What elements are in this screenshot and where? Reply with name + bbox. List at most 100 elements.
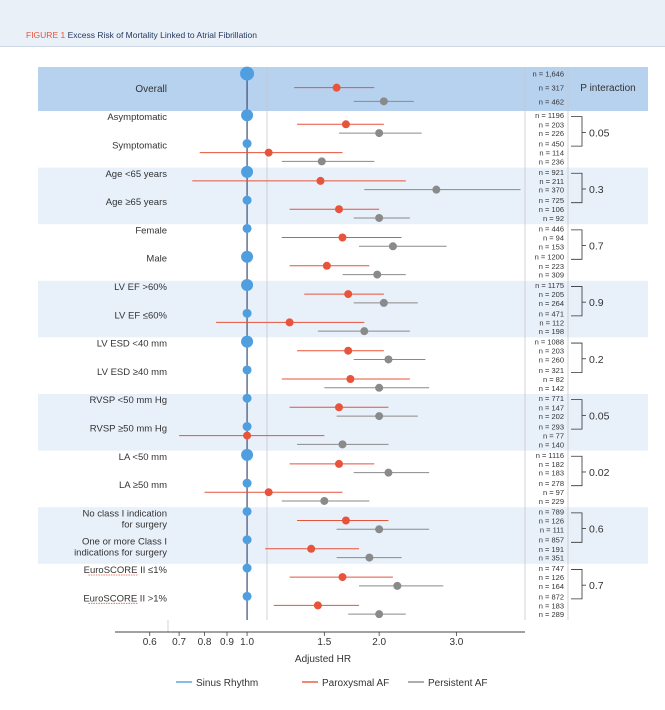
figure-title: FIGURE 1 Excess Risk of Mortality Linked… xyxy=(26,30,257,40)
p-value: 0.9 xyxy=(589,297,604,309)
n-label: n = 226 xyxy=(539,129,564,138)
persistent-point xyxy=(375,129,384,138)
subgroup-label: EuroSCORE II >1% xyxy=(83,593,167,604)
n-label: n = 183 xyxy=(539,601,564,610)
n-label: n = 450 xyxy=(539,140,564,149)
n-label: n = 278 xyxy=(539,479,564,488)
n-label: n = 921 xyxy=(539,168,564,177)
persistent-point xyxy=(375,383,384,392)
n-label: n = 97 xyxy=(543,488,564,497)
paroxysmal-point xyxy=(344,290,353,299)
figure-label: FIGURE 1 xyxy=(26,30,66,40)
n-label: n = 82 xyxy=(543,375,564,384)
paroxysmal-point xyxy=(316,176,325,185)
persistent-point xyxy=(365,553,374,562)
n-label: n = 229 xyxy=(539,497,564,506)
n-label: n = 462 xyxy=(539,97,564,106)
n-label: n = 309 xyxy=(539,271,564,280)
persistent-point xyxy=(379,298,388,307)
sinus-point xyxy=(242,506,252,516)
subgroup-label: Age <65 years xyxy=(105,169,167,180)
persistent-point xyxy=(375,213,384,222)
sinus-point xyxy=(242,591,252,601)
n-label: n = 140 xyxy=(539,440,564,449)
figure-title-text: Excess Risk of Mortality Linked to Atria… xyxy=(67,30,258,40)
subgroup-label: One or more Class I xyxy=(82,537,167,548)
persistent-point xyxy=(432,185,441,194)
sinus-point xyxy=(242,563,252,573)
n-label: n = 126 xyxy=(539,573,564,582)
persistent-point xyxy=(373,270,382,279)
p-value: 0.05 xyxy=(589,410,610,422)
n-label: n = 289 xyxy=(539,610,564,619)
paroxysmal-point xyxy=(264,488,273,497)
subgroup-label: LV ESD <40 mm xyxy=(97,339,167,350)
n-label: n = 789 xyxy=(539,507,564,516)
n-label: n = 370 xyxy=(539,186,564,195)
n-label: n = 857 xyxy=(539,536,564,545)
legend-label: Persistent AF xyxy=(428,678,487,689)
sinus-point xyxy=(242,535,252,545)
subgroup-label: LV EF ≤60% xyxy=(114,310,167,321)
n-label: n = 203 xyxy=(539,120,564,129)
p-bracket xyxy=(571,399,583,430)
n-label: n = 771 xyxy=(539,394,564,403)
sinus-point xyxy=(242,223,252,233)
paroxysmal-point xyxy=(313,601,322,610)
p-bracket xyxy=(571,455,583,487)
paroxysmal-point xyxy=(344,346,353,355)
n-label: n = 153 xyxy=(539,242,564,251)
sinus-point xyxy=(242,393,252,403)
persistent-point xyxy=(393,581,402,590)
sinus-point xyxy=(240,66,255,81)
sinus-point xyxy=(241,279,254,292)
subgroup-label: Overall xyxy=(135,84,167,95)
paroxysmal-point xyxy=(334,205,343,214)
persistent-point xyxy=(375,412,384,421)
p-value: 0.02 xyxy=(589,467,610,479)
n-label: n = 1,646 xyxy=(533,70,565,79)
p-value: 0.7 xyxy=(589,241,604,253)
n-label: n = 317 xyxy=(539,84,564,93)
n-label: n = 1175 xyxy=(535,281,564,290)
group-band xyxy=(38,67,648,111)
persistent-point xyxy=(338,440,347,449)
n-label: n = 1116 xyxy=(536,451,564,460)
subgroup-label: Age ≥65 years xyxy=(106,197,167,208)
p-value: 0.7 xyxy=(589,580,604,592)
paroxysmal-point xyxy=(341,516,350,525)
sinus-point xyxy=(242,478,252,488)
subgroup-label: LA <50 mm xyxy=(119,452,167,463)
n-label: n = 446 xyxy=(539,224,564,233)
sinus-point xyxy=(242,365,252,375)
n-label: n = 106 xyxy=(539,205,564,214)
p-value: 0.05 xyxy=(589,127,610,139)
group-band xyxy=(38,167,648,225)
n-label: n = 205 xyxy=(539,290,564,299)
x-tick-label: 3.0 xyxy=(449,637,463,648)
paroxysmal-point xyxy=(334,403,343,412)
x-tick-label: 0.8 xyxy=(198,637,212,648)
paroxysmal-point xyxy=(243,431,252,440)
n-label: n = 142 xyxy=(539,384,564,393)
n-label: n = 293 xyxy=(539,423,564,432)
n-label: n = 471 xyxy=(539,309,564,318)
p-value: 0.3 xyxy=(589,184,604,196)
n-label: n = 112 xyxy=(539,318,564,327)
n-label: n = 747 xyxy=(539,564,564,573)
x-tick-label: 2.0 xyxy=(372,637,386,648)
persistent-point xyxy=(375,610,384,619)
n-label: n = 351 xyxy=(539,554,564,563)
n-label: n = 1088 xyxy=(535,338,564,347)
p-value: 0.6 xyxy=(589,524,604,536)
subgroup-label: LV EF >60% xyxy=(114,282,167,293)
sinus-point xyxy=(242,195,252,205)
n-label: n = 872 xyxy=(539,592,564,601)
n-label: n = 114 xyxy=(539,149,564,158)
n-label: n = 183 xyxy=(539,469,564,478)
x-tick-label: 0.7 xyxy=(172,637,186,648)
p-bracket xyxy=(571,512,583,543)
legend-label: Sinus Rhythm xyxy=(196,678,258,689)
